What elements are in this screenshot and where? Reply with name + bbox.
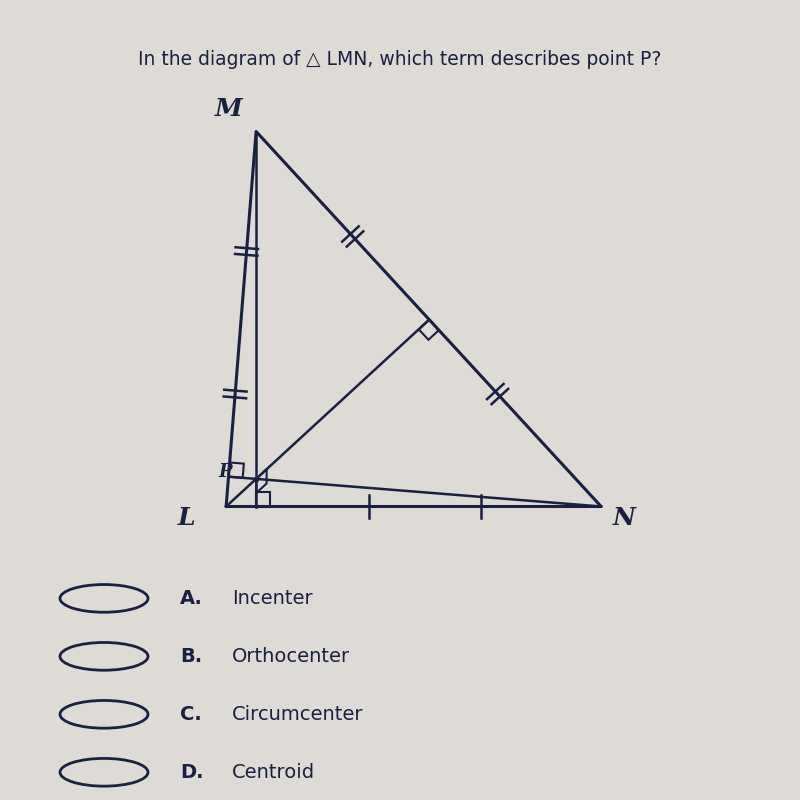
Text: Incenter: Incenter	[232, 589, 313, 608]
Text: Centroid: Centroid	[232, 762, 315, 782]
Text: L: L	[178, 506, 195, 530]
Text: Circumcenter: Circumcenter	[232, 705, 363, 724]
Text: A.: A.	[180, 589, 203, 608]
Text: C.: C.	[180, 705, 202, 724]
Text: D.: D.	[180, 762, 203, 782]
Text: M: M	[215, 98, 242, 122]
Text: N: N	[612, 506, 635, 530]
Text: Orthocenter: Orthocenter	[232, 647, 350, 666]
Text: P: P	[218, 463, 232, 481]
Text: In the diagram of △ LMN, which term describes point P?: In the diagram of △ LMN, which term desc…	[138, 50, 662, 69]
Text: B.: B.	[180, 647, 202, 666]
